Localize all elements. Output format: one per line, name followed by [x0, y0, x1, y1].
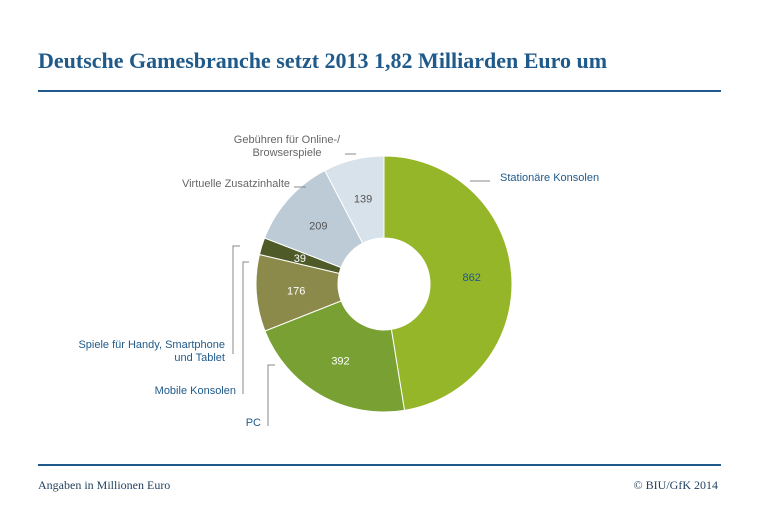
- slice-value-label: 862: [463, 272, 481, 284]
- slice-gebühren-für-online-browserspiele: [324, 155, 385, 244]
- bottom-divider: [38, 464, 721, 466]
- unit-note: Angaben in Millionen Euro: [38, 478, 171, 492]
- slice-value-label: 139: [354, 194, 372, 206]
- leader-line: [242, 261, 249, 394]
- leader-line: [267, 364, 275, 426]
- category-label-stationäre-konsolen: Stationäre Konsolen: [500, 172, 599, 184]
- top-divider: [38, 90, 721, 92]
- category-label-spiele-für-handy-smartphone-und-tablet: Spiele für Handy, Smartphone und Tablet: [78, 339, 225, 364]
- leader-line: [232, 245, 240, 354]
- category-label-virtuelle-zusatzinhalte: Virtuelle Zusatzinhalte: [182, 178, 290, 190]
- category-label-pc: PC: [246, 417, 261, 429]
- slice-value-label: 209: [309, 220, 327, 232]
- slice-value-label: 392: [331, 356, 349, 368]
- slice-stationäre-konsolen: [383, 155, 513, 411]
- slice-pc: [264, 300, 406, 413]
- source-credit: © BIU/GfK 2014: [633, 478, 718, 492]
- slice-value-label: 176: [287, 285, 305, 297]
- page-title: Deutsche Gamesbranche setzt 2013 1,82 Mi…: [38, 48, 608, 73]
- slice-value-label: 39: [294, 253, 306, 265]
- category-label-mobile-konsolen: Mobile Konsolen: [155, 385, 236, 397]
- category-label-gebühren-für-online-browserspiele: Gebühren für Online-/Browserspiele: [234, 134, 341, 159]
